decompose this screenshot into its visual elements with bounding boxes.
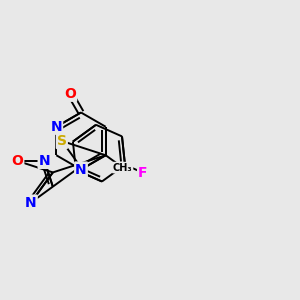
Text: N: N (25, 196, 37, 210)
Text: N: N (75, 163, 87, 176)
Text: N: N (50, 120, 62, 134)
Text: O: O (64, 87, 76, 101)
Text: CH₃: CH₃ (113, 163, 133, 172)
Text: O: O (11, 154, 23, 168)
Text: S: S (57, 134, 67, 148)
Text: N: N (39, 154, 50, 168)
Text: F: F (138, 166, 148, 180)
